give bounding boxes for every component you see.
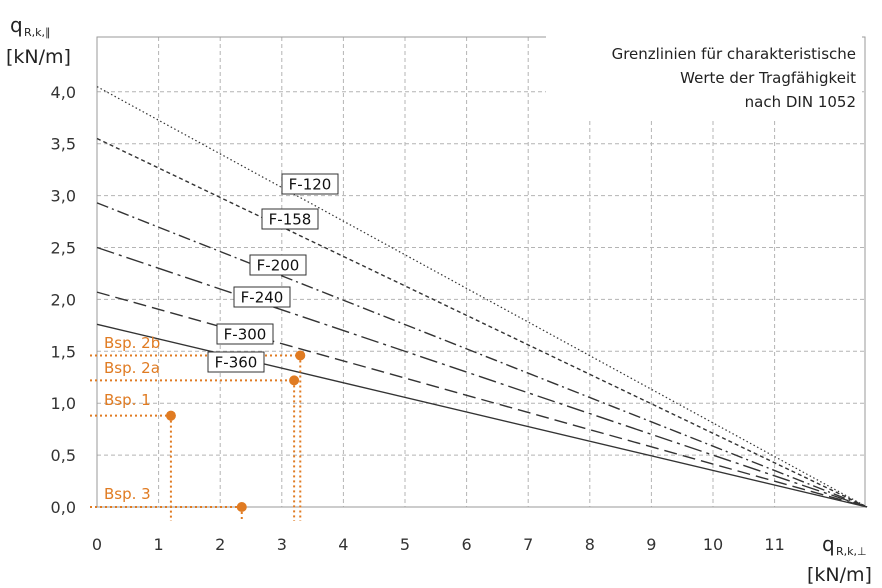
example-point — [295, 350, 306, 361]
ticks: 0 1 2 3 4 5 6 7 8 9 10 11 0,0 0,5 1,0 1,5 2,0 2,5 3,0 3,5 4,… — [51, 83, 785, 554]
series-label-box — [281, 173, 339, 195]
x-tick-label: 1 — [154, 535, 164, 554]
example-point — [165, 410, 176, 421]
series-label-f-120: F-120 — [289, 176, 332, 194]
x-tick-label: 5 — [400, 535, 410, 554]
series-label-f-158: F-158 — [269, 211, 312, 229]
y-tick-label: 2,0 — [51, 290, 76, 309]
annotation-background — [546, 36, 862, 120]
y-tick-label: 1,0 — [51, 394, 76, 413]
x-tick-label: 10 — [703, 535, 723, 554]
series-label-box — [207, 351, 265, 373]
series-line-f-200 — [96, 202, 868, 508]
plot-frame — [96, 36, 866, 508]
series-label-box — [233, 286, 291, 308]
x-axis-subscript: R,k,⊥ — [836, 545, 867, 558]
series-line-f-300 — [96, 291, 868, 508]
example-label: Bsp. 3 — [104, 485, 151, 503]
x-tick-label: 4 — [338, 535, 348, 554]
example-point — [289, 375, 300, 386]
x-axis-symbol: q — [822, 532, 835, 556]
example-point — [236, 502, 247, 512]
series-label-f-240: F-240 — [241, 289, 284, 307]
y-axis-unit: [kN/m] — [6, 46, 71, 68]
x-axis-unit: [kN/m] — [807, 564, 872, 586]
series-line-f-158 — [96, 137, 868, 508]
x-tick-label: 0 — [92, 535, 102, 554]
y-axis-symbol: q — [10, 13, 23, 37]
y-tick-label: 3,5 — [51, 135, 76, 154]
series-label-f-200: F-200 — [257, 257, 300, 275]
y-tick-label: 1,5 — [51, 342, 76, 361]
y-tick-label: 2,5 — [51, 239, 76, 258]
example-label: Bsp. 2a — [104, 359, 160, 377]
x-tick-label: 6 — [462, 535, 472, 554]
y-tick-label: 3,0 — [51, 187, 76, 206]
annotation-line-1: Grenzlinien für charakteristische — [612, 45, 856, 63]
series-line-f-120 — [96, 86, 868, 508]
series-label-f-300: F-300 — [224, 326, 267, 344]
x-tick-label: 8 — [585, 535, 595, 554]
series-label-f-360: F-360 — [215, 354, 258, 372]
example-label: Bsp. 1 — [104, 391, 151, 409]
series-label-box — [261, 208, 319, 230]
x-tick-label: 11 — [764, 535, 784, 554]
series-labels: F-120 F-158 F-200 F-240 F-300 F-360 — [207, 173, 339, 373]
x-tick-label: 7 — [523, 535, 533, 554]
x-tick-label: 3 — [277, 535, 287, 554]
series-label-box — [216, 323, 274, 345]
y-tick-label: 4,0 — [51, 83, 76, 102]
series-line-f-240 — [96, 246, 868, 508]
series-label-box — [249, 254, 307, 276]
x-tick-label: 2 — [215, 535, 225, 554]
annotation-line-3: nach DIN 1052 — [745, 93, 856, 111]
series-lines — [96, 86, 868, 508]
example-points: Bsp. 2b Bsp. 2a Bsp. 1 Bsp. 3 — [90, 334, 306, 521]
y-axis-subscript: R,k,∥ — [24, 26, 51, 39]
x-tick-label: 9 — [646, 535, 656, 554]
y-tick-label: 0,0 — [51, 498, 76, 517]
annotation-line-2: Werte der Tragfähigkeit — [680, 69, 856, 87]
y-tick-label: 0,5 — [51, 446, 76, 465]
example-label: Bsp. 2b — [104, 334, 160, 352]
